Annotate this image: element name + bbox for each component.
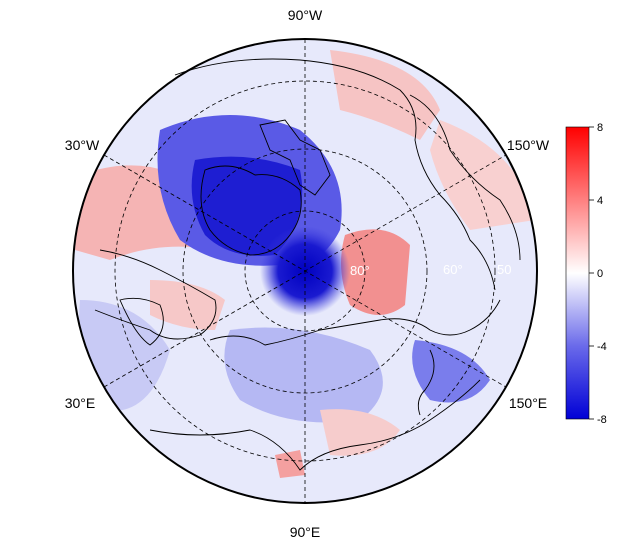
eurasia-north-coast — [209, 299, 501, 346]
greenland-coast — [200, 165, 302, 256]
greenland-negative-core — [191, 156, 303, 256]
coastlines — [94, 58, 521, 471]
colorbar-tick-minus-4: -4 — [597, 341, 607, 353]
canadian-archipelago-coast — [259, 119, 331, 196]
colorbar-ticks — [589, 126, 594, 420]
lat-label-60: 60° — [443, 262, 463, 277]
asia-south-coast — [149, 379, 481, 471]
scandinavia-coast — [119, 297, 164, 346]
lon-label-upper-right: 150°W — [507, 137, 550, 153]
lon-label-upper-left: 30°W — [65, 137, 100, 153]
alaska-positive-patch — [430, 120, 535, 230]
map-border — [72, 38, 538, 504]
beaufort-chukchi-positive-patch — [341, 229, 410, 315]
colorbar-tick-4: 4 — [597, 195, 603, 207]
europe-coast — [94, 249, 217, 340]
lon-label-lower-left: 30°E — [65, 395, 96, 411]
colorbar-tick-minus-8: -8 — [597, 414, 607, 426]
alaska-coast — [409, 94, 521, 261]
central-asia-positive-patch — [320, 409, 400, 456]
colorbar-tick-0: 0 — [597, 268, 603, 280]
colorbar: 8 4 0 -4 -8 — [565, 122, 607, 426]
scandinavia-positive-patch — [150, 280, 225, 330]
colorbar-ramp — [565, 126, 590, 420]
kamchatka-coast — [417, 349, 435, 416]
lon-label-bottom: 90°E — [290, 524, 321, 540]
siberia-negative-patch — [224, 327, 383, 423]
colorbar-tick-8: 8 — [597, 122, 603, 134]
lon-label-lower-right: 150°E — [509, 395, 547, 411]
north-america-coast — [174, 58, 496, 291]
lat-label-50: 50 — [497, 262, 511, 277]
north-pacific-positive-patch — [330, 50, 440, 140]
lat-label-80: 80° — [350, 263, 370, 278]
lon-label-top: 90°W — [288, 7, 323, 23]
india-positive-patch — [275, 450, 305, 478]
east-siberia-negative-patch — [412, 340, 490, 403]
